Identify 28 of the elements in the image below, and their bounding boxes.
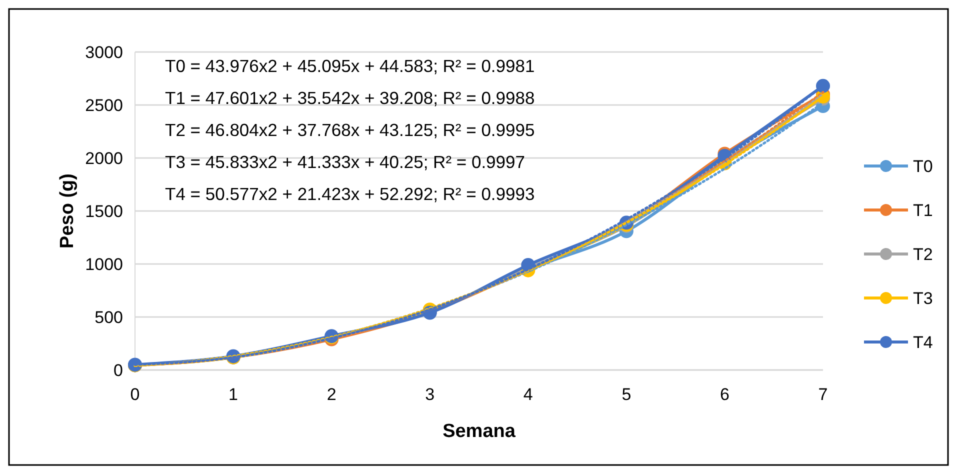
annotation: T2 = 46.804x2 + 37.768x + 43.125; R² = 0.9995 xyxy=(165,120,535,140)
annotation: T3 = 45.833x2 + 41.333x + 40.25; R² = 0.9997 xyxy=(165,152,525,172)
x-tick-label: 0 xyxy=(130,385,140,404)
annotation: T0 = 43.976x2 + 45.095x + 44.583; R² = 0.9981 xyxy=(165,56,535,76)
y-tick-label: 2500 xyxy=(85,96,123,115)
x-tick-label: 7 xyxy=(818,385,828,404)
x-axis-title: Semana xyxy=(442,421,516,442)
x-tick-label: 3 xyxy=(425,385,435,404)
x-tick-label: 5 xyxy=(622,385,632,404)
y-axis-title: Peso (g) xyxy=(57,174,78,248)
y-tick-label: 1000 xyxy=(85,254,123,274)
point xyxy=(816,78,830,93)
legend-label: T2 xyxy=(913,244,933,264)
legend-label: T0 xyxy=(913,156,933,176)
annotation: T4 = 50.577x2 + 21.423x + 52.292; R² = 0.9993 xyxy=(165,184,535,204)
y-tick-label: 0 xyxy=(114,360,123,380)
x-tick-label: 2 xyxy=(326,385,336,404)
y-tick-label: 2000 xyxy=(85,148,123,168)
legend-label: T1 xyxy=(913,200,933,220)
x-tick-label: 6 xyxy=(720,385,730,404)
x-tick-label: 1 xyxy=(228,385,238,404)
legend-label: T3 xyxy=(913,288,933,308)
y-tick-label: 3000 xyxy=(85,42,123,62)
y-tick-label: 1500 xyxy=(85,202,123,221)
y-tick-label: 500 xyxy=(94,308,123,327)
legend-label: T4 xyxy=(913,332,933,352)
x-tick-label: 4 xyxy=(523,385,533,404)
annotation: T1 = 47.601x2 + 35.542x + 39.208; R² = 0.9988 xyxy=(165,88,535,108)
